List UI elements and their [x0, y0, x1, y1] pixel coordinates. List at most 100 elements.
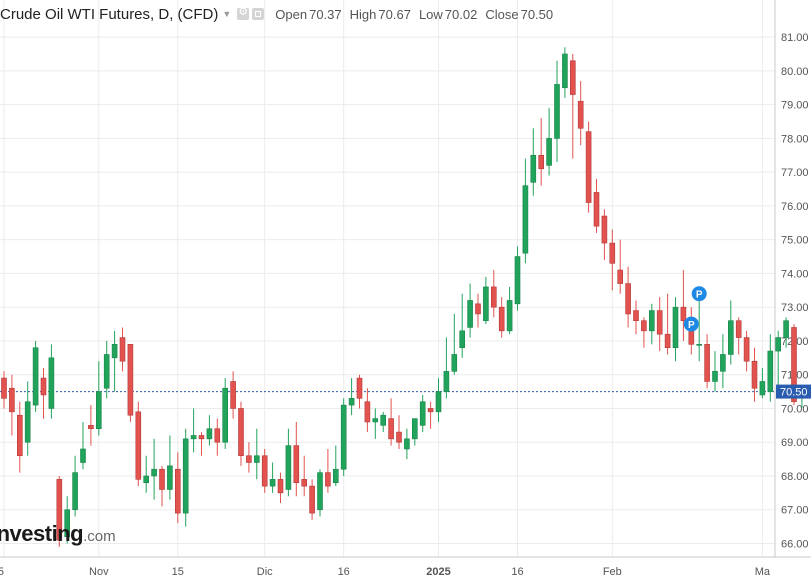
candle-body[interactable]: [238, 408, 244, 457]
candle-body[interactable]: [554, 84, 560, 139]
candle-body[interactable]: [301, 479, 308, 487]
candle-body[interactable]: [427, 408, 434, 413]
candle-body[interactable]: [498, 306, 505, 332]
candle-body[interactable]: [490, 286, 497, 308]
candle-body[interactable]: [506, 300, 513, 332]
candle-body[interactable]: [309, 485, 315, 514]
candle-body[interactable]: [569, 60, 576, 95]
candle-body[interactable]: [372, 418, 379, 423]
candle-body[interactable]: [135, 411, 142, 480]
candle-body[interactable]: [317, 472, 323, 511]
candle-body[interactable]: [277, 479, 284, 494]
candle-body[interactable]: [143, 475, 149, 484]
candle-body[interactable]: [332, 468, 339, 484]
candle-body[interactable]: [111, 344, 118, 359]
candle-body[interactable]: [32, 347, 39, 406]
candle-body[interactable]: [577, 100, 584, 129]
candle-body[interactable]: [48, 357, 55, 409]
candle-body[interactable]: [641, 320, 647, 332]
candle-body[interactable]: [467, 300, 473, 328]
candle-body[interactable]: [356, 377, 363, 399]
candle-body[interactable]: [222, 387, 228, 443]
candle-body[interactable]: [182, 438, 189, 514]
candle-body[interactable]: [625, 283, 631, 315]
candle-body[interactable]: [380, 414, 387, 426]
candle-body[interactable]: [680, 306, 687, 321]
candle-body[interactable]: [775, 337, 782, 352]
candle-body[interactable]: [759, 381, 766, 396]
candle-body[interactable]: [190, 435, 197, 440]
candle-body[interactable]: [364, 401, 371, 423]
candle-body[interactable]: [530, 154, 537, 183]
candle-body[interactable]: [601, 215, 608, 244]
candle-body[interactable]: [96, 391, 102, 430]
candle-body[interactable]: [419, 401, 426, 426]
candle-body[interactable]: [72, 472, 78, 511]
candle-body[interactable]: [538, 154, 545, 170]
candle-body[interactable]: [451, 354, 458, 372]
candle-body[interactable]: [80, 448, 86, 463]
candle-body[interactable]: [64, 509, 70, 538]
candle-body[interactable]: [261, 455, 268, 487]
chevron-down-icon[interactable]: ▼: [222, 9, 232, 19]
candle-body[interactable]: [167, 465, 173, 490]
candle-body[interactable]: [656, 310, 663, 335]
candle-body[interactable]: [696, 344, 703, 346]
candle-body[interactable]: [672, 306, 679, 349]
candle-body[interactable]: [127, 344, 134, 416]
candle-body[interactable]: [443, 371, 450, 392]
event-marker[interactable]: [691, 286, 707, 302]
candle-body[interactable]: [435, 391, 442, 413]
candle-body[interactable]: [475, 303, 481, 315]
candle-body[interactable]: [727, 320, 734, 355]
candle-body[interactable]: [562, 53, 568, 89]
candle-body[interactable]: [712, 371, 718, 382]
candle-body[interactable]: [246, 455, 252, 463]
candle-body[interactable]: [88, 425, 94, 430]
candle-body[interactable]: [1, 377, 7, 399]
candle-body[interactable]: [254, 455, 260, 463]
candle-body[interactable]: [617, 269, 624, 284]
candle-body[interactable]: [585, 131, 592, 203]
candle-body[interactable]: [9, 387, 15, 413]
gear-icon[interactable]: [237, 5, 250, 20]
candle-body[interactable]: [119, 337, 126, 362]
candle-body[interactable]: [767, 350, 774, 392]
candle-body[interactable]: [483, 286, 489, 321]
candle-body[interactable]: [593, 192, 600, 227]
candle-body[interactable]: [704, 344, 710, 382]
event-marker[interactable]: [683, 316, 699, 332]
candle-body[interactable]: [348, 398, 355, 406]
candle-body[interactable]: [522, 185, 529, 254]
candle-body[interactable]: [16, 414, 23, 457]
candle-body[interactable]: [648, 310, 655, 332]
candle-body[interactable]: [56, 479, 63, 541]
candle-body[interactable]: [743, 337, 750, 362]
candle-body[interactable]: [198, 435, 205, 440]
candle-body[interactable]: [206, 428, 213, 440]
candle-body[interactable]: [404, 438, 410, 450]
candle-body[interactable]: [293, 445, 300, 484]
candle-body[interactable]: [325, 472, 331, 487]
candle-body[interactable]: [269, 479, 276, 487]
candle-body[interactable]: [175, 468, 181, 514]
candle-body[interactable]: [396, 431, 402, 443]
candle-body[interactable]: [546, 138, 552, 166]
candle-body[interactable]: [151, 468, 157, 477]
candle-body[interactable]: [609, 242, 616, 264]
candle-body[interactable]: [664, 333, 671, 349]
candle-body[interactable]: [214, 428, 221, 443]
candle-body[interactable]: [103, 354, 110, 389]
candle-body[interactable]: [411, 418, 418, 440]
candle-body[interactable]: [720, 354, 726, 372]
candle-body[interactable]: [40, 377, 47, 396]
candle-body[interactable]: [514, 256, 521, 305]
candle-body[interactable]: [159, 468, 165, 490]
candle-body[interactable]: [783, 320, 789, 338]
candle-body[interactable]: [388, 418, 394, 440]
candle-body[interactable]: [791, 327, 797, 403]
candle-body[interactable]: [633, 310, 639, 321]
candle-body[interactable]: [285, 445, 292, 490]
candle-body[interactable]: [459, 330, 466, 349]
